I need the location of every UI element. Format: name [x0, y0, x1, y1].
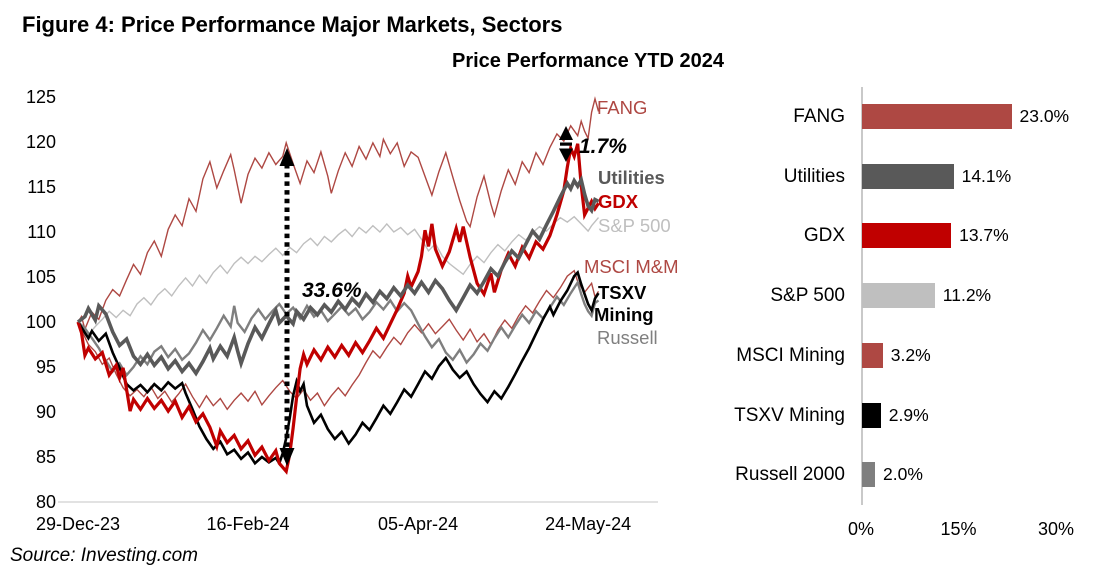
series-label-mining: Mining: [594, 304, 654, 325]
bar-category-label-russell-2000: Russell 2000: [735, 464, 845, 486]
line-chart-svg: 80 85 90 95 100 105 110 115 120 125 29-Dec-23 16-Fe…: [26, 87, 679, 534]
gap-arrow-label: 1.7%: [579, 135, 627, 158]
bar-category-label-gdx: GDX: [803, 225, 845, 247]
gap-arrow-head-down: [559, 148, 573, 162]
bar-value-s-p-500: 11.2%: [942, 285, 992, 306]
series-label-msci-m-m: MSCI M&M: [584, 256, 679, 277]
y-axis-label: 115: [27, 177, 56, 197]
bar-value-utilities: 14.1%: [961, 165, 1012, 186]
y-axis-label: 100: [26, 312, 56, 332]
line-chart: 80 85 90 95 100 105 110 115 120 125 29-Dec-23 16-Fe…: [26, 87, 679, 534]
source-note: Source: Investing.com: [10, 545, 198, 566]
range-arrow-head-up: [279, 148, 295, 166]
y-axis-label: 110: [27, 222, 56, 242]
bar-category-label-s-p-500: S&P 500: [770, 285, 845, 307]
x-axis-label: 24-May-24: [545, 514, 631, 534]
series-label-russell: Russell: [597, 327, 658, 348]
x-axis-label: 16-Feb-24: [206, 514, 289, 534]
series-line-tsxv-mining: [76, 270, 600, 467]
series-label-utilities: Utilities: [598, 167, 665, 188]
y-axis-label: 85: [36, 447, 56, 467]
y-axis-label: 105: [26, 267, 56, 287]
bar-value-msci-mining: 3.2%: [890, 344, 931, 365]
series-line-utilities: [76, 174, 600, 377]
gap-arrow-bar: [560, 142, 572, 146]
bar-tsxv-mining: [862, 402, 881, 428]
series-line-msci-m-m: [77, 269, 600, 411]
figure-title: Figure 4: Price Performance Major Market…: [22, 12, 563, 37]
bar-msci-mining: [862, 342, 883, 368]
bar-x-axis-label-0: 0%: [847, 519, 874, 539]
y-axis-label: 125: [26, 87, 56, 107]
x-axis-label: 05-Apr-24: [378, 514, 458, 534]
bar-value-gdx: 13.7%: [959, 225, 1009, 246]
y-axis-label: 80: [36, 492, 56, 512]
bar-utilities: [862, 163, 954, 189]
bar-chart: FANG 23.0% Utilities 14.1% GDX 13.7% S&P 500 11…: [700, 87, 1095, 562]
y-axis-label: 90: [36, 402, 56, 422]
series-label-tsxv: TSXV: [598, 282, 647, 303]
bar-fang: [862, 104, 1012, 129]
range-arrow-label: 33.6%: [302, 279, 362, 302]
y-axis-label: 120: [26, 132, 56, 152]
bar-russell-2000: [862, 462, 875, 488]
bar-s-p-500: [862, 283, 935, 309]
bar-category-label-tsxv-mining: TSXV Mining: [734, 404, 845, 426]
gap-arrow-head-up: [559, 126, 573, 140]
series-line-s-p-500: [77, 215, 600, 336]
series-label-fang: FANG: [597, 97, 647, 118]
x-axis-label: 29-Dec-23: [36, 514, 120, 534]
series-line-gdx: [76, 142, 600, 475]
bar-value-russell-2000: 2.0%: [883, 464, 923, 485]
bar-category-label-msci-mining: MSCI Mining: [736, 344, 845, 366]
y-axis-label: 95: [36, 357, 56, 377]
bar-x-axis-label-30: 30%: [1037, 519, 1075, 539]
bar-value-tsxv-mining: 2.9%: [888, 404, 929, 425]
series-label-gdx: GDX: [598, 191, 639, 212]
line-chart-title: Price Performance YTD 2024: [451, 50, 724, 72]
bar-category-label-utilities: Utilities: [783, 165, 845, 187]
bar-value-fang: 23.0%: [1019, 106, 1070, 126]
series-line-fang: [77, 96, 600, 332]
bar-x-axis-label-15: 15%: [940, 519, 977, 539]
range-arrow-head-down: [279, 448, 295, 466]
bar-gdx: [862, 223, 951, 249]
bar-category-label-fang: FANG: [793, 106, 845, 127]
series-label-s-p-500: S&P 500: [598, 215, 671, 236]
